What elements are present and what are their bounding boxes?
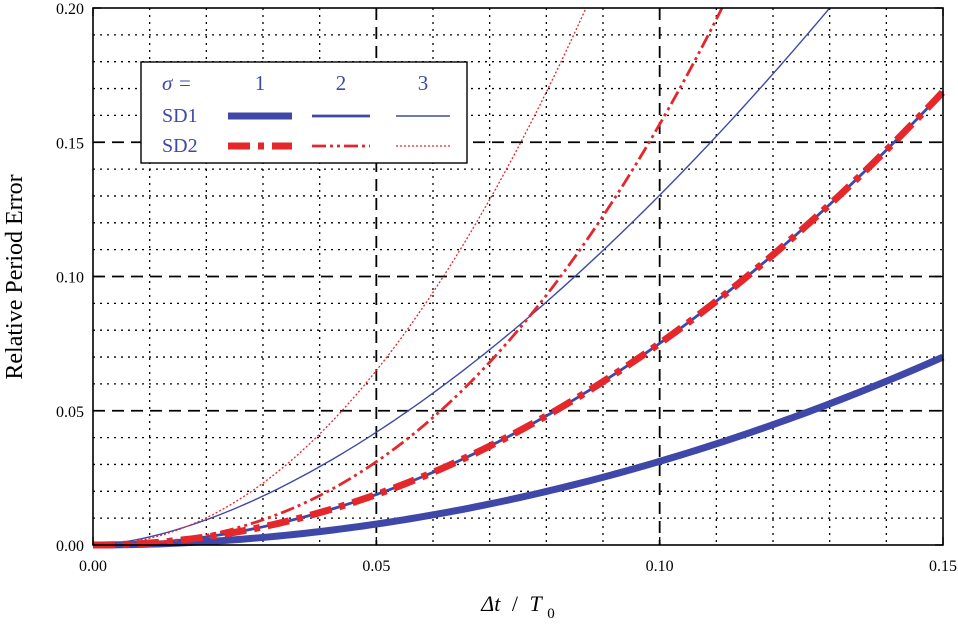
- legend-col-3: 3: [418, 71, 429, 95]
- legend-sigma-label: σ =: [162, 71, 192, 95]
- legend-row-sd1: SD1: [162, 105, 198, 127]
- x-label-t: T: [529, 591, 543, 616]
- y-axis-label: Relative Period Error: [2, 174, 28, 379]
- series-sd2-sigma1: [92, 89, 946, 549]
- tick-marks: [92, 7, 944, 546]
- y-tick-label: 0.10: [56, 270, 84, 287]
- y-tick-label: 0.05: [56, 404, 84, 421]
- series-sd1-sigma1: [92, 353, 945, 549]
- x-tick-label: 0.00: [79, 558, 107, 575]
- legend-row-sd2: SD2: [162, 135, 198, 157]
- series-lines: [92, 7, 946, 549]
- legend: σ = 1 2 3 SD1 SD2: [140, 61, 468, 164]
- y-tick-label: 0.20: [56, 1, 84, 18]
- legend-col-2: 2: [336, 71, 347, 95]
- x-label-slash: /: [512, 591, 519, 616]
- x-label-delta-t: Δt: [480, 591, 501, 616]
- tick-labels: 0.00 0.05 0.10 0.15 0.00 0.05 0.10 0.15 0.20: [56, 1, 957, 575]
- series-sd1-sigma3: [92, 7, 831, 546]
- x-tick-label: 0.05: [362, 558, 390, 575]
- x-tick-label: 0.10: [646, 558, 674, 575]
- x-axis-label: Δt / T 0: [480, 591, 554, 622]
- y-tick-label: 0.15: [56, 135, 84, 152]
- x-label-subscript: 0: [547, 606, 555, 622]
- legend-col-1: 1: [255, 71, 266, 95]
- y-tick-label: 0.00: [56, 538, 84, 555]
- x-tick-label: 0.15: [929, 558, 957, 575]
